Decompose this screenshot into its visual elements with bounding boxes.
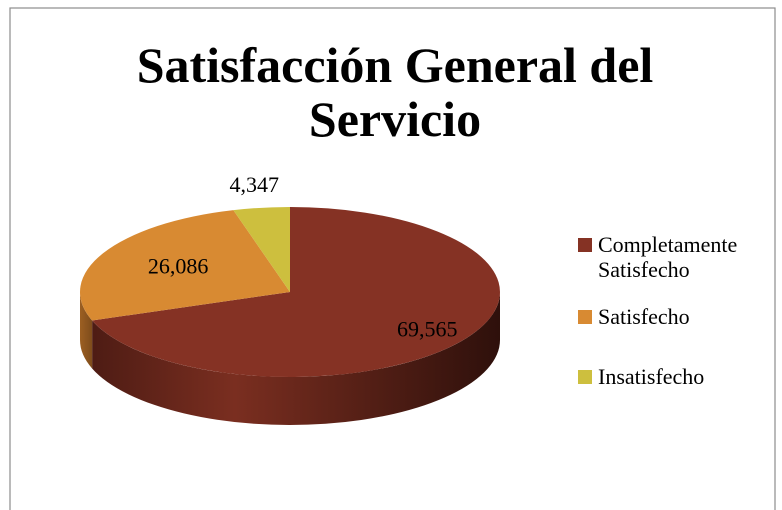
legend-label: Satisfecho	[598, 304, 690, 329]
data-label: 26,086	[148, 254, 209, 279]
chart-border	[9, 7, 776, 510]
legend-swatch	[578, 370, 592, 384]
slice	[233, 207, 290, 292]
data-label: 4,347	[230, 172, 280, 197]
slice-side	[80, 292, 93, 369]
legend-label: Completamente Satisfecho	[598, 232, 738, 282]
legend: Completamente Satisfecho Satisfecho Insati…	[578, 232, 773, 389]
slice	[80, 210, 290, 321]
legend-item: Completamente Satisfecho	[578, 232, 773, 282]
legend-item: Insatisfecho	[578, 364, 773, 389]
legend-item: Satisfecho	[578, 304, 773, 329]
chart-title: Satisfacción General del Servicio	[136, 37, 654, 147]
legend-label: Insatisfecho	[598, 364, 705, 389]
legend-swatch	[578, 310, 592, 324]
data-label: 69,565	[397, 316, 458, 341]
slice	[92, 207, 500, 377]
legend-swatch	[578, 238, 592, 252]
slice-side	[92, 292, 500, 426]
